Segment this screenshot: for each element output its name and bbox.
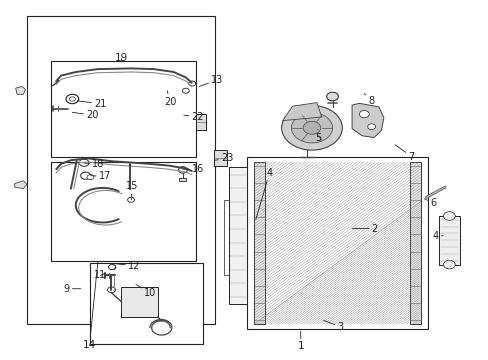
Circle shape [107, 287, 115, 293]
Polygon shape [282, 103, 321, 121]
Circle shape [109, 265, 116, 270]
Circle shape [81, 172, 90, 179]
Bar [253, 162, 264, 324]
Text: 20: 20 [72, 110, 98, 120]
Circle shape [367, 124, 375, 130]
Text: 2: 2 [351, 224, 377, 234]
Text: 7: 7 [394, 145, 414, 162]
Text: 16: 16 [183, 164, 203, 174]
Circle shape [108, 265, 115, 270]
Text: 18: 18 [84, 159, 104, 169]
Text: 8: 8 [364, 94, 374, 106]
Text: 19: 19 [114, 53, 128, 63]
Text: 4: 4 [432, 231, 442, 241]
Bar [51, 61, 195, 157]
Bar [228, 167, 247, 304]
Circle shape [291, 113, 332, 143]
Circle shape [359, 111, 368, 118]
Circle shape [182, 88, 189, 93]
Text: 6: 6 [424, 198, 436, 208]
Text: 13: 13 [199, 75, 223, 86]
Text: 22: 22 [183, 112, 204, 122]
Circle shape [326, 92, 338, 101]
Circle shape [178, 167, 187, 173]
Text: 17: 17 [90, 171, 111, 181]
Bar [27, 16, 215, 324]
Bar [51, 162, 195, 261]
Circle shape [69, 97, 75, 101]
Circle shape [127, 197, 134, 202]
Text: 14: 14 [82, 262, 98, 350]
Polygon shape [16, 86, 25, 94]
Bar [246, 157, 427, 329]
Text: 5: 5 [314, 130, 320, 143]
Text: 1: 1 [297, 331, 304, 351]
Text: 21: 21 [77, 99, 106, 109]
Text: 4: 4 [255, 168, 272, 220]
Text: 3: 3 [323, 320, 343, 332]
Circle shape [303, 121, 320, 134]
Circle shape [188, 81, 195, 86]
Circle shape [87, 175, 94, 180]
Text: 12: 12 [113, 261, 140, 271]
Text: 10: 10 [136, 284, 156, 298]
Polygon shape [351, 103, 383, 138]
Bar [438, 216, 459, 265]
Bar [179, 178, 186, 181]
Bar [213, 150, 227, 166]
Circle shape [281, 105, 342, 150]
Circle shape [443, 260, 454, 269]
Circle shape [66, 94, 79, 104]
Bar [121, 287, 158, 317]
Text: 20: 20 [163, 91, 176, 107]
Bar [90, 263, 203, 344]
Polygon shape [15, 181, 27, 189]
Bar [195, 114, 206, 130]
Text: 23: 23 [215, 153, 233, 163]
Circle shape [443, 212, 454, 220]
Bar [409, 162, 420, 324]
Text: 15: 15 [125, 181, 138, 194]
Text: 9: 9 [63, 284, 81, 294]
Circle shape [79, 159, 89, 166]
Text: 11: 11 [94, 270, 106, 280]
